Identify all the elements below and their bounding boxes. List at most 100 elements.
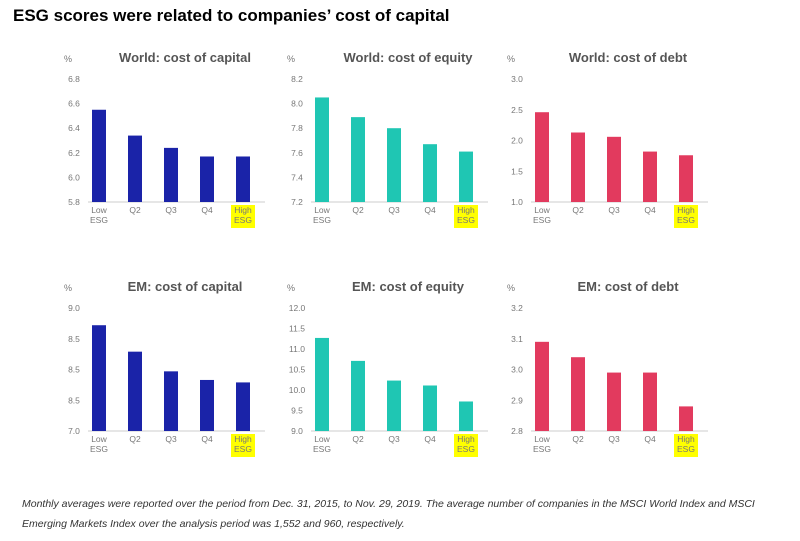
page-title: ESG scores were related to companies’ co… [13,6,450,25]
bar-q2 [351,117,365,202]
y-tick-label: 7.4 [291,172,303,182]
unit-label: % [64,54,72,64]
x-tick-label: High ESG [677,205,695,225]
bar-high-esg [236,382,250,431]
y-tick-label: 3.2 [511,303,523,313]
x-tick-label: Q4 [644,434,656,444]
bar-high-esg [236,156,250,202]
unit-label: % [64,283,72,293]
y-tick-label: 7.6 [291,148,303,158]
chart-em-cost-of-capital: EM: cost of capital% 7.0 8.5 8.5 8.5 9.0 Low ES… [64,279,265,457]
x-tick-label: Q3 [165,434,177,444]
bar-low-esg [92,109,106,202]
x-tick-label: Low ESG [533,434,551,454]
bar-q2 [128,135,142,202]
unit-label: % [507,54,515,64]
x-tick-label: Q4 [201,205,213,215]
bar-q4 [200,156,214,202]
bar-q2 [128,351,142,431]
x-tick-label: Q4 [424,205,436,215]
x-tick-label: Q3 [608,434,620,444]
unit-label: % [287,283,295,293]
bar-low-esg [535,341,549,431]
x-tick-label: Q2 [352,434,364,444]
y-tick-label: 6.0 [68,172,80,182]
x-tick-label: High ESG [677,434,695,454]
y-tick-label: 6.8 [68,74,80,84]
y-tick-label: 3.1 [511,334,523,344]
x-tick-label: High ESG [457,434,475,454]
bar-q2 [351,360,365,431]
highlight-box [454,205,478,228]
bar-q2 [571,132,585,202]
chart-title: EM: cost of capital [128,279,243,294]
x-tick-label: Q3 [165,205,177,215]
chart-title: EM: cost of debt [577,279,679,294]
bar-q4 [423,144,437,202]
bar-q3 [607,136,621,202]
bar-low-esg [92,325,106,431]
x-tick-label: Q2 [129,434,141,444]
y-tick-label: 2.0 [511,136,523,146]
x-tick-label: Q4 [424,434,436,444]
x-tick-label: Q3 [388,434,400,444]
y-tick-label: 8.5 [68,365,80,375]
bar-low-esg [535,112,549,202]
y-tick-label: 9.5 [291,406,303,416]
unit-label: % [287,54,295,64]
y-tick-label: 2.5 [511,105,523,115]
bar-q4 [200,379,214,431]
y-tick-label: 10.0 [289,385,306,395]
x-tick-label: Q3 [608,205,620,215]
y-tick-label: 8.0 [291,99,303,109]
y-tick-label: 10.5 [289,365,306,375]
x-tick-label: Low ESG [90,205,108,225]
y-tick-label: 8.5 [68,334,80,344]
chart-title: EM: cost of equity [352,279,465,294]
bar-high-esg [679,406,693,431]
y-tick-label: 6.6 [68,99,80,109]
x-tick-label: Low ESG [313,205,331,225]
chart-title: World: cost of debt [569,50,688,65]
bar-q3 [164,371,178,431]
highlight-box [231,434,255,457]
y-tick-label: 9.0 [68,303,80,313]
chart-world-cost-of-capital: World: cost of capital% 5.8 6.0 6.2 6.4 6.6 6.… [64,50,265,228]
y-tick-label: 2.8 [511,426,523,436]
y-tick-label: 1.0 [511,197,523,207]
x-tick-label: Q2 [129,205,141,215]
x-tick-label: Q2 [352,205,364,215]
bar-q2 [571,357,585,431]
chart-em-cost-of-debt: EM: cost of debt% 2.8 2.9 3.0 3.1 3.2 Low ESG Q2… [507,279,708,457]
y-tick-label: 7.8 [291,123,303,133]
y-tick-label: 11.0 [289,344,305,354]
x-tick-label: Q2 [572,434,584,444]
bar-q4 [643,372,657,431]
y-tick-label: 5.8 [68,197,80,207]
chart-title: World: cost of capital [119,50,251,65]
bar-low-esg [315,97,329,202]
x-tick-label: Low ESG [313,434,331,454]
y-tick-label: 9.0 [291,426,303,436]
bar-q3 [164,147,178,202]
bar-high-esg [679,155,693,202]
y-tick-label: 7.2 [291,197,303,207]
unit-label: % [507,283,515,293]
y-tick-label: 7.0 [68,426,80,436]
chart-title: World: cost of equity [343,50,473,65]
y-tick-label: 3.0 [511,365,523,375]
y-tick-label: 8.2 [291,74,303,84]
x-tick-label: Q3 [388,205,400,215]
y-tick-label: 2.9 [511,395,523,405]
bar-high-esg [459,401,473,431]
highlight-box [454,434,478,457]
highlight-box [674,205,698,228]
x-tick-label: High ESG [234,205,252,225]
y-tick-label: 6.2 [68,148,80,158]
x-tick-label: High ESG [234,434,252,454]
x-tick-label: Q4 [201,434,213,444]
x-tick-label: Q4 [644,205,656,215]
bar-low-esg [315,337,329,431]
bar-high-esg [459,151,473,202]
highlight-box [674,434,698,457]
